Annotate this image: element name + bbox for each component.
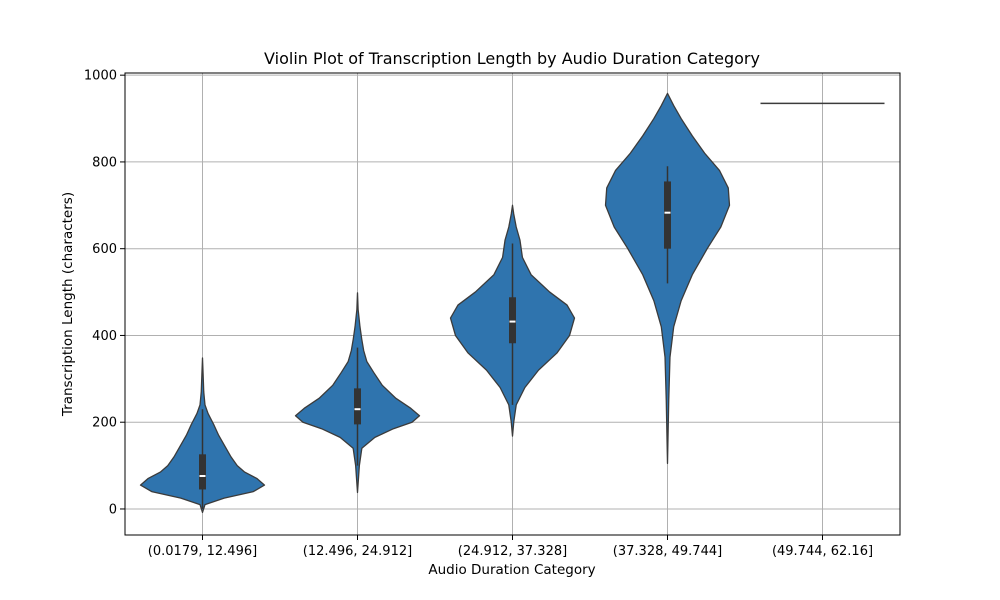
y-tick-label: 0 bbox=[109, 502, 117, 517]
x-tick-label: (49.744, 62.16] bbox=[772, 544, 873, 559]
violin-layer bbox=[139, 92, 885, 514]
y-axis: 0 200 400 600 800 1000 bbox=[84, 69, 125, 517]
y-tick-label: 200 bbox=[92, 416, 117, 431]
y-tick-label: 400 bbox=[92, 329, 117, 344]
violin-iqr-box bbox=[509, 297, 516, 344]
violin-iqr-box bbox=[664, 181, 671, 249]
y-axis-title: Transcription Length (characters) bbox=[60, 192, 76, 417]
violin-iqr-box bbox=[199, 454, 206, 490]
x-tick-label: (37.328, 49.744] bbox=[613, 544, 722, 559]
chart-title: Violin Plot of Transcription Length by A… bbox=[264, 49, 760, 68]
y-tick-label: 1000 bbox=[84, 69, 117, 84]
violin-iqr-box bbox=[354, 388, 361, 425]
x-axis-title: Audio Duration Category bbox=[428, 562, 595, 578]
x-tick-label: (0.0179, 12.496] bbox=[148, 544, 257, 559]
y-tick-label: 800 bbox=[92, 155, 117, 170]
x-tick-label: (12.496, 24.912] bbox=[303, 544, 412, 559]
y-tick-label: 600 bbox=[92, 242, 117, 257]
x-tick-label: (24.912, 37.328] bbox=[458, 544, 567, 559]
x-axis: (0.0179, 12.496] (12.496, 24.912] (24.912,… bbox=[148, 535, 873, 559]
